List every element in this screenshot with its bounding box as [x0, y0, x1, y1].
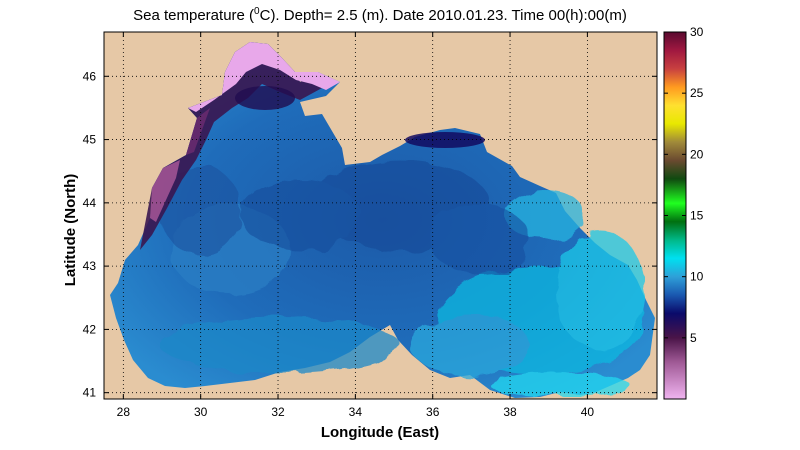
colorbar-ticks: 5 10 15 20 25 30: [664, 25, 704, 345]
cold-danube-band: [186, 108, 210, 155]
colorbar-tick-label: 5: [690, 331, 697, 345]
y-tick-label: 44: [83, 196, 97, 210]
y-axis-ticks: 41 42 43 44 45 46: [83, 69, 657, 400]
colorbar-tick-label: 30: [690, 25, 704, 39]
x-tick-label: 28: [117, 405, 131, 419]
x-tick-label: 38: [503, 405, 517, 419]
grid: [104, 32, 657, 399]
x-tick-label: 36: [426, 405, 440, 419]
cold-core-eddies: [160, 160, 530, 275]
x-tick-label: 40: [581, 405, 595, 419]
y-tick-label: 46: [83, 69, 97, 83]
chart-title: Sea temperature (0C). Depth= 2.5 (m). Da…: [133, 6, 627, 24]
coldest-coast: [188, 42, 340, 112]
very-cold-coast: [150, 160, 180, 222]
x-tick-label: 32: [271, 405, 285, 419]
x-axis-ticks: 28 30 32 34 36 38 40: [117, 32, 595, 419]
x-tick-label: 30: [194, 405, 208, 419]
axes-frame: [103, 31, 658, 400]
colorbar-tick-label: 15: [690, 209, 704, 223]
y-tick-label: 41: [83, 386, 97, 400]
colorbar-tick-label: 10: [690, 270, 704, 284]
x-tick-label: 34: [349, 405, 363, 419]
azov-cold-patch: [405, 132, 485, 148]
x-axis-label: Longitude (East): [320, 424, 440, 441]
shelf-cold-patch: [235, 86, 295, 110]
y-tick-label: 42: [83, 322, 97, 336]
colorbar-tick-label: 20: [690, 147, 704, 161]
colorbar-tick-label: 25: [690, 86, 704, 100]
y-tick-label: 45: [83, 133, 97, 147]
y-axis-label: Latitude (North): [62, 173, 79, 287]
y-tick-label: 43: [83, 259, 97, 273]
